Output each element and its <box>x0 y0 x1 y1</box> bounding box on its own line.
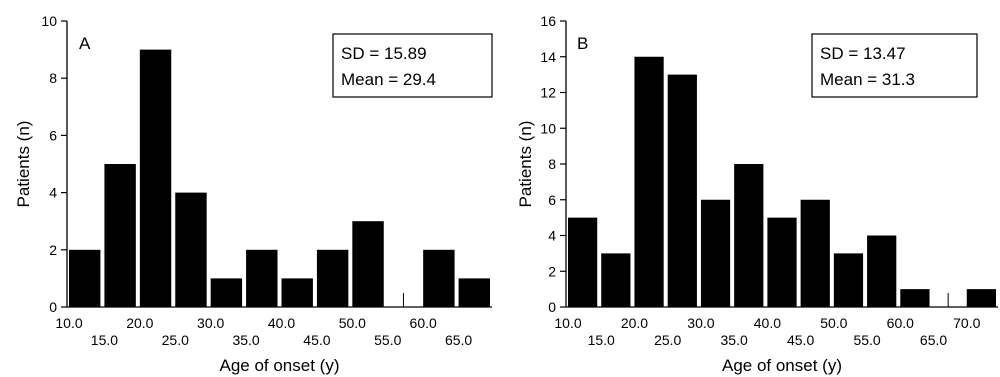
bar <box>900 289 930 307</box>
x-tick-label: 55.0 <box>374 332 401 348</box>
x-tick-label: 45.0 <box>787 332 814 348</box>
x-tick-label: 65.0 <box>445 332 472 348</box>
x-tick-label: 10.0 <box>554 315 581 331</box>
x-tick-label: 50.0 <box>339 315 366 331</box>
x-tick-label: 15.0 <box>588 332 615 348</box>
bar <box>867 235 897 307</box>
bar <box>246 249 278 307</box>
bar <box>175 192 207 307</box>
x-tick-label: 20.0 <box>126 315 153 331</box>
sd-label: SD = 13.47 <box>820 44 906 63</box>
x-axis-label: Age of onset (y) <box>219 356 339 375</box>
bar <box>833 253 864 307</box>
bar <box>800 199 830 307</box>
x-tick-label: 20.0 <box>621 315 648 331</box>
y-axis-label: Patients (n) <box>516 121 535 208</box>
x-tick-label: 70.0 <box>953 315 980 331</box>
bar <box>568 217 598 307</box>
y-tick-label: 4 <box>49 185 57 201</box>
y-tick-label: 8 <box>49 70 57 86</box>
panel-letter: A <box>79 34 91 53</box>
bar <box>139 49 172 307</box>
y-tick-label: 0 <box>548 299 556 315</box>
bar <box>210 278 243 307</box>
y-tick-label: 6 <box>49 127 57 143</box>
bar <box>734 164 764 307</box>
bar <box>634 56 664 307</box>
y-tick-label: 10 <box>540 120 556 136</box>
x-tick-label: 15.0 <box>91 332 118 348</box>
x-tick-label: 10.0 <box>55 315 82 331</box>
y-tick-label: 12 <box>540 85 556 101</box>
bar <box>352 221 384 307</box>
x-tick-label: 45.0 <box>303 332 330 348</box>
x-tick-label: 35.0 <box>721 332 748 348</box>
y-axis-label: Patients (n) <box>14 121 33 208</box>
x-tick-label: 55.0 <box>853 332 880 348</box>
bar <box>767 217 797 307</box>
x-tick-label: 35.0 <box>232 332 259 348</box>
bar <box>316 249 349 307</box>
x-tick-label: 25.0 <box>654 332 681 348</box>
stats-box <box>332 33 493 98</box>
x-tick-label: 65.0 <box>920 332 947 348</box>
x-tick-label: 60.0 <box>887 315 914 331</box>
x-tick-label: 30.0 <box>197 315 224 331</box>
x-tick-label: 30.0 <box>687 315 714 331</box>
bar <box>458 278 490 307</box>
y-tick-label: 10 <box>41 13 57 29</box>
x-tick-label: 60.0 <box>410 315 437 331</box>
panel-letter: B <box>577 34 588 53</box>
y-tick-label: 8 <box>548 156 556 172</box>
y-tick-label: 16 <box>540 13 556 29</box>
mean-label: Mean = 29.4 <box>341 70 436 89</box>
bar <box>700 199 731 307</box>
y-tick-label: 0 <box>49 299 57 315</box>
bar <box>69 249 101 307</box>
mean-label: Mean = 31.3 <box>820 70 915 89</box>
bar <box>423 249 455 307</box>
bar <box>966 289 996 307</box>
y-tick-label: 14 <box>540 49 556 65</box>
x-tick-label: 50.0 <box>820 315 847 331</box>
y-tick-label: 6 <box>548 192 556 208</box>
bar <box>601 253 631 307</box>
x-tick-label: 40.0 <box>268 315 295 331</box>
bar <box>281 278 313 307</box>
bar <box>667 74 697 307</box>
x-axis-label: Age of onset (y) <box>722 356 842 375</box>
stats-box <box>811 33 978 98</box>
y-tick-label: 4 <box>548 228 556 244</box>
x-tick-label: 25.0 <box>162 332 189 348</box>
panel-a: 0 2 4 6 8 10 10.0 15.0 20.0 25.0 30.0 35.0 40.0 45.0 5… <box>14 13 493 375</box>
bar <box>104 164 136 307</box>
y-tick-label: 2 <box>548 263 556 279</box>
y-tick-label: 2 <box>49 242 57 258</box>
sd-label: SD = 15.89 <box>341 44 427 63</box>
panel-b: 0 2 4 6 8 10 12 14 16 10.0 15.0 20.0 25.0 30.0 35.0 40.… <box>516 13 998 375</box>
x-tick-label: 40.0 <box>754 315 781 331</box>
